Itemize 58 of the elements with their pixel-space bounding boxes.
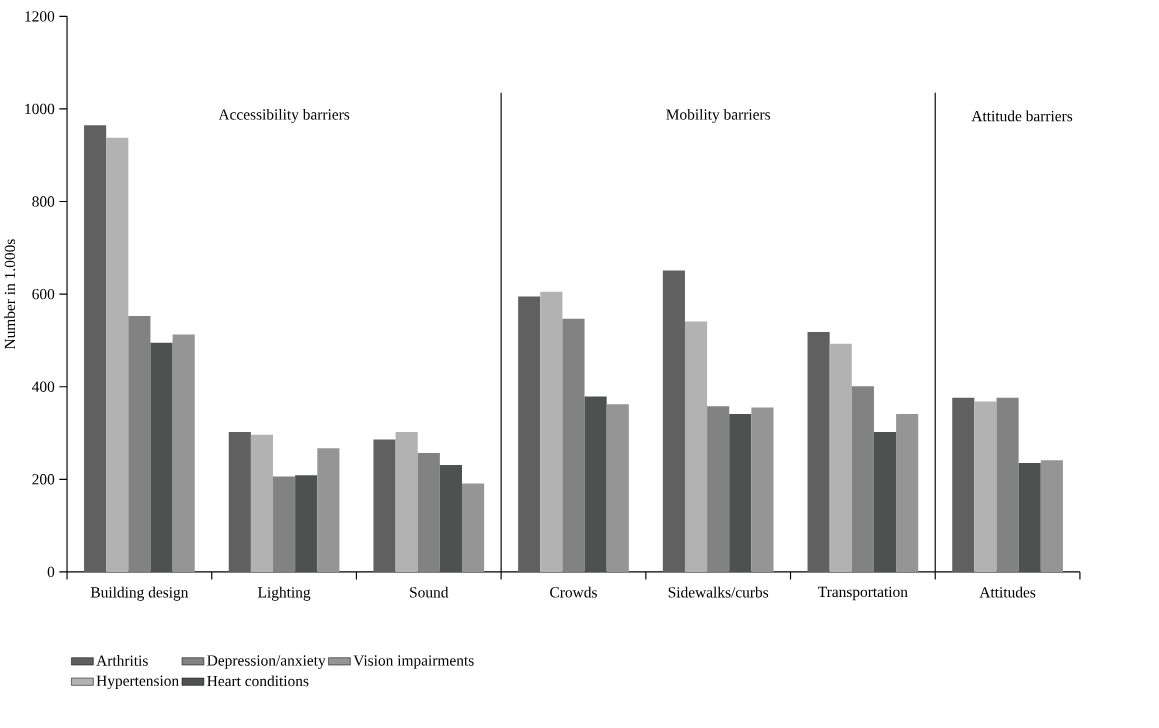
x-tick-label: Sound — [410, 586, 449, 598]
y-tick-label: 1000 — [25, 103, 55, 115]
bar — [996, 397, 1019, 572]
bar — [273, 476, 296, 572]
bar — [540, 291, 563, 572]
bar — [150, 342, 173, 572]
y-tick-label: 600 — [32, 288, 55, 300]
bar — [896, 414, 919, 572]
bar — [873, 432, 897, 572]
y-tick-label: 200 — [32, 474, 55, 485]
y-axis-title: Number in 1.000s — [4, 239, 16, 350]
bar — [751, 407, 774, 572]
legend-label: Heart conditions — [207, 675, 309, 687]
bar — [1040, 460, 1063, 572]
bar — [807, 332, 830, 572]
bar — [729, 414, 752, 572]
annotation: Mobility barriers — [666, 108, 771, 123]
bar — [417, 452, 440, 572]
legend-label: Hypertension — [96, 675, 179, 690]
bar — [317, 448, 340, 572]
bar — [584, 396, 607, 572]
bar — [373, 439, 396, 572]
annotation: Attitude barriers — [971, 110, 1073, 122]
bar — [707, 406, 730, 572]
bar — [172, 334, 195, 572]
x-tick-label: Lighting — [258, 586, 311, 601]
bar — [439, 465, 462, 572]
legend-label: Depression/anxiety — [207, 655, 326, 669]
bar — [1018, 463, 1041, 572]
x-tick-label: Transportation — [818, 586, 908, 601]
bar — [829, 343, 852, 572]
y-tick-label: 800 — [32, 196, 55, 207]
bar — [974, 401, 997, 572]
legend-label: Vision impairments — [353, 655, 474, 669]
bar — [684, 321, 708, 572]
y-tick-label: 400 — [32, 381, 55, 392]
bar — [295, 475, 318, 572]
bar — [395, 432, 418, 572]
x-tick-label: Crowds — [550, 586, 597, 598]
bar — [662, 270, 685, 572]
y-tick-label: 1200 — [25, 11, 55, 22]
bar — [228, 432, 251, 572]
bar — [106, 137, 129, 572]
bar — [518, 296, 541, 572]
legend-label: Arthritis — [96, 655, 148, 666]
bar — [952, 397, 975, 572]
bar — [128, 315, 151, 572]
y-tick-label: 0 — [47, 566, 55, 578]
x-tick-label: Sidewalks/curbs — [668, 586, 769, 598]
bar — [562, 318, 585, 572]
bar — [84, 125, 107, 572]
x-tick-label: Building design — [90, 586, 189, 601]
bar — [250, 434, 274, 572]
x-tick-label: Attitudes — [979, 586, 1036, 598]
bar — [462, 483, 485, 572]
bar — [851, 386, 874, 572]
bar — [606, 404, 629, 572]
annotation: Accessibility barriers — [218, 108, 350, 123]
